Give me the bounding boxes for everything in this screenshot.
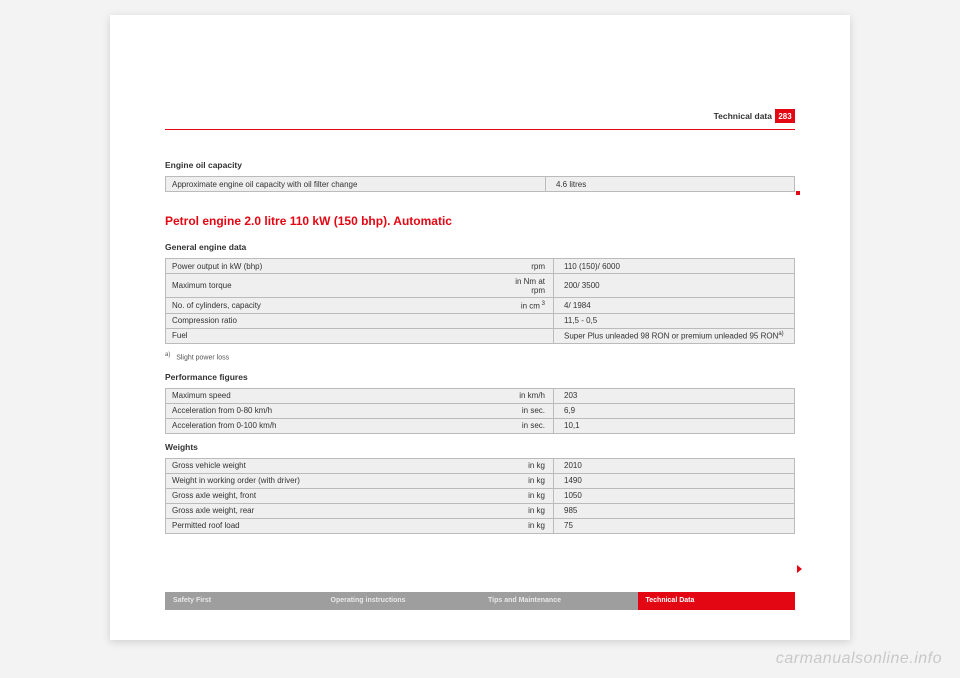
cell-unit: in sec. bbox=[496, 403, 554, 418]
table-performance: Maximum speedin km/h203Acceleration from… bbox=[165, 388, 795, 434]
table-row: Gross axle weight, frontin kg1050 bbox=[166, 488, 795, 503]
footnote-mark: a) bbox=[165, 352, 170, 358]
table-row: Gross vehicle weightin kg2010 bbox=[166, 458, 795, 473]
table-row: Maximum torquein Nm at rpm200/ 3500 bbox=[166, 274, 795, 298]
header-section-title: Technical data bbox=[714, 111, 772, 121]
cell-value: 200/ 3500 bbox=[554, 274, 795, 298]
cell-label: Gross vehicle weight bbox=[166, 458, 496, 473]
watermark: carmanualsonline.info bbox=[776, 650, 942, 668]
margin-marker-stop-icon bbox=[796, 191, 800, 195]
page-number-badge: 283 bbox=[775, 109, 795, 123]
cell-label: Maximum speed bbox=[166, 388, 496, 403]
cell-label: Acceleration from 0-100 km/h bbox=[166, 418, 496, 433]
cell-value: 6,9 bbox=[554, 403, 795, 418]
cell-label: No. of cylinders, capacity bbox=[166, 298, 496, 314]
cell-value: 1490 bbox=[554, 473, 795, 488]
table-row: Fuel Super Plus unleaded 98 RON or premiu… bbox=[166, 328, 795, 344]
footer-tabs: Safety First Operating instructions Tips… bbox=[165, 592, 795, 610]
table-row: Gross axle weight, rearin kg985 bbox=[166, 503, 795, 518]
section-title-weights: Weights bbox=[165, 442, 795, 452]
cell-unit: in kg bbox=[496, 458, 554, 473]
table-row: Acceleration from 0-100 km/hin sec.10,1 bbox=[166, 418, 795, 433]
cell-unit bbox=[496, 328, 554, 344]
cell-label: Maximum torque bbox=[166, 274, 496, 298]
cell-unit: in kg bbox=[496, 473, 554, 488]
cell-unit: in kg bbox=[496, 503, 554, 518]
tab-tips[interactable]: Tips and Maintenance bbox=[480, 592, 638, 610]
cell-label: Power output in kW (bhp) bbox=[166, 259, 496, 274]
cell-value: 10,1 bbox=[554, 418, 795, 433]
cell-label: Fuel bbox=[166, 328, 496, 344]
footnote-text: Slight power loss bbox=[176, 355, 229, 362]
cell-label: Approximate engine oil capacity with oil… bbox=[166, 177, 546, 192]
cell-label: Gross axle weight, front bbox=[166, 488, 496, 503]
table-engine-oil: Approximate engine oil capacity with oil… bbox=[165, 176, 795, 192]
table-row: Compression ratio 11,5 - 0,5 bbox=[166, 313, 795, 328]
section-title-general: General engine data bbox=[165, 242, 795, 252]
cell-label: Permitted roof load bbox=[166, 518, 496, 533]
cell-unit: in Nm at rpm bbox=[496, 274, 554, 298]
tab-safety[interactable]: Safety First bbox=[165, 592, 323, 610]
cell-value: 1050 bbox=[554, 488, 795, 503]
table-row: Weight in working order (with driver)in … bbox=[166, 473, 795, 488]
cell-value: 985 bbox=[554, 503, 795, 518]
cell-value: 75 bbox=[554, 518, 795, 533]
manual-page: Technical data 283 Engine oil capacity A… bbox=[110, 15, 850, 640]
page-header: Technical data 283 bbox=[110, 111, 850, 127]
table-row: Permitted roof loadin kg75 bbox=[166, 518, 795, 533]
header-rule bbox=[165, 129, 795, 130]
table-row: Power output in kW (bhp)rpm110 (150)/ 60… bbox=[166, 259, 795, 274]
cell-value: 203 bbox=[554, 388, 795, 403]
cell-label: Gross axle weight, rear bbox=[166, 503, 496, 518]
cell-unit: in kg bbox=[496, 488, 554, 503]
table-row: Maximum speedin km/h203 bbox=[166, 388, 795, 403]
page-content: Engine oil capacity Approximate engine o… bbox=[165, 160, 795, 534]
cell-value: Super Plus unleaded 98 RON or premium un… bbox=[554, 328, 795, 344]
cell-unit: in km/h bbox=[496, 388, 554, 403]
cell-unit bbox=[496, 313, 554, 328]
cell-label: Weight in working order (with driver) bbox=[166, 473, 496, 488]
table-general-engine: Power output in kW (bhp)rpm110 (150)/ 60… bbox=[165, 258, 795, 344]
table-row: Acceleration from 0-80 km/hin sec.6,9 bbox=[166, 403, 795, 418]
table-row: No. of cylinders, capacityin cm 34/ 1984 bbox=[166, 298, 795, 314]
cell-value: 110 (150)/ 6000 bbox=[554, 259, 795, 274]
cell-label: Compression ratio bbox=[166, 313, 496, 328]
table-row: Approximate engine oil capacity with oil… bbox=[166, 177, 795, 192]
section-title-performance: Performance figures bbox=[165, 372, 795, 382]
cell-value: 4.6 litres bbox=[546, 177, 795, 192]
cell-value: 4/ 1984 bbox=[554, 298, 795, 314]
cell-unit: in sec. bbox=[496, 418, 554, 433]
table-weights: Gross vehicle weightin kg2010Weight in w… bbox=[165, 458, 795, 534]
cell-unit: in kg bbox=[496, 518, 554, 533]
cell-label: Acceleration from 0-80 km/h bbox=[166, 403, 496, 418]
tab-operating[interactable]: Operating instructions bbox=[323, 592, 481, 610]
cell-value: 2010 bbox=[554, 458, 795, 473]
footnote: a) Slight power loss bbox=[165, 352, 795, 361]
cell-unit: in cm 3 bbox=[496, 298, 554, 314]
margin-marker-continue-icon bbox=[797, 565, 802, 573]
cell-unit: rpm bbox=[496, 259, 554, 274]
engine-heading: Petrol engine 2.0 litre 110 kW (150 bhp)… bbox=[165, 214, 795, 228]
section-title-oil: Engine oil capacity bbox=[165, 160, 795, 170]
cell-value: 11,5 - 0,5 bbox=[554, 313, 795, 328]
tab-technical[interactable]: Technical Data bbox=[638, 592, 796, 610]
